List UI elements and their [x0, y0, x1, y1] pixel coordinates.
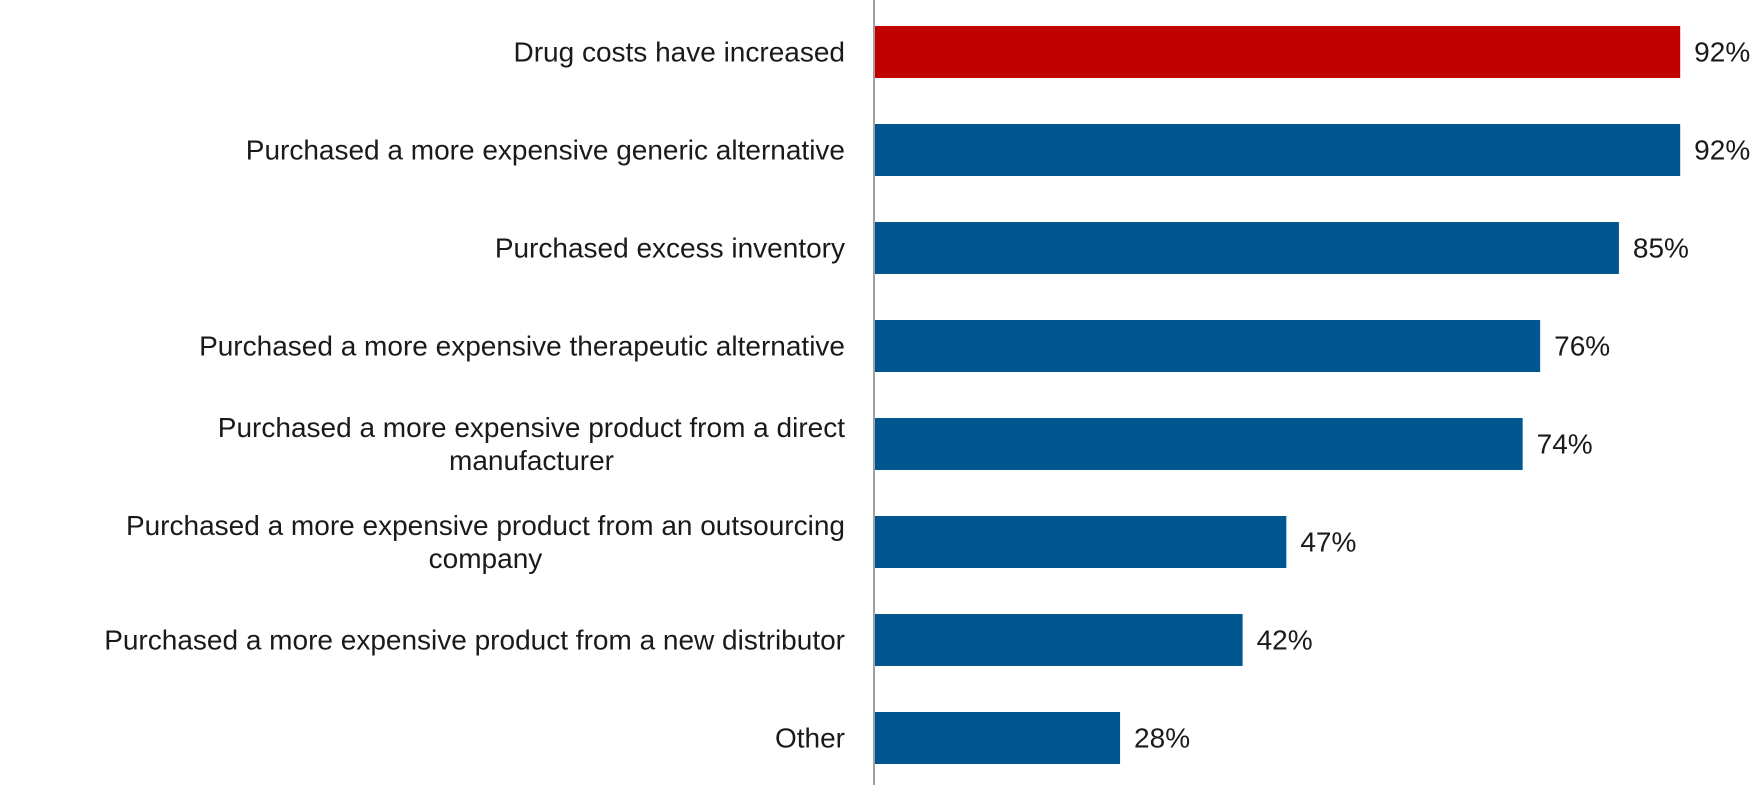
- bar-1: [875, 124, 1681, 176]
- category-label-4-line-1: manufacturer: [449, 445, 614, 476]
- value-label-1: 92%: [1694, 135, 1750, 166]
- category-label-0: Drug costs have increased: [513, 37, 845, 68]
- value-label-5: 47%: [1300, 527, 1356, 558]
- bar-0: [875, 26, 1681, 78]
- bar-7: [875, 712, 1121, 764]
- value-label-7: 28%: [1134, 723, 1190, 754]
- bar-4: [875, 418, 1523, 470]
- value-label-6: 42%: [1257, 625, 1313, 656]
- category-label-5-line-1: company: [429, 543, 543, 574]
- value-label-4: 74%: [1537, 429, 1593, 460]
- value-label-3: 76%: [1554, 331, 1610, 362]
- category-label-6: Purchased a more expensive product from …: [104, 625, 845, 656]
- category-label-5-line-0: Purchased a more expensive product from …: [126, 510, 845, 541]
- category-label-4-line-0: Purchased a more expensive product from …: [218, 412, 845, 443]
- category-label-7: Other: [775, 723, 845, 754]
- bar-3: [875, 320, 1541, 372]
- bar-5: [875, 516, 1287, 568]
- category-label-3: Purchased a more expensive therapeutic a…: [199, 331, 845, 362]
- category-label-1: Purchased a more expensive generic alter…: [246, 135, 845, 166]
- category-label-2: Purchased excess inventory: [495, 233, 845, 264]
- value-label-0: 92%: [1694, 37, 1750, 68]
- bar-6: [875, 614, 1243, 666]
- value-label-2: 85%: [1633, 233, 1689, 264]
- bar-2: [875, 222, 1619, 274]
